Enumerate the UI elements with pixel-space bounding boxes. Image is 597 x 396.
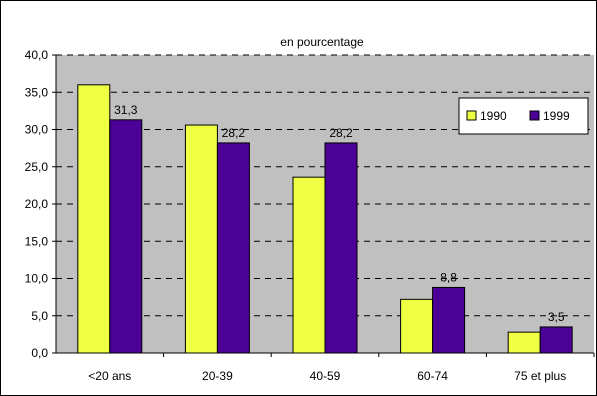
x-tick-label: 20-39 (202, 369, 233, 383)
y-axis-labels: 0,0 5,0 10,0 15,0 20,0 25,0 30,0 35,0 40,0 (25, 48, 56, 360)
x-tick-label: 60-74 (417, 369, 448, 383)
x-tick-label: 40-59 (310, 369, 341, 383)
data-label: 28,2 (329, 126, 353, 140)
y-tick-label: 15,0 (25, 234, 49, 248)
chart-title: en pourcentage (280, 35, 364, 49)
bar-1999 (216, 142, 250, 354)
y-tick-label: 30,0 (25, 123, 49, 137)
y-tick-label: 25,0 (25, 160, 49, 174)
data-label: 3,5 (548, 310, 565, 324)
x-tick-label: 75 et plus (514, 369, 566, 383)
bar-1990 (184, 124, 218, 354)
legend: 1990 1999 (458, 97, 589, 135)
y-tick-label: 5,0 (31, 309, 48, 323)
y-tick-label: 10,0 (25, 272, 49, 286)
legend-label-1999: 1999 (543, 109, 570, 123)
y-tick-label: 35,0 (25, 85, 49, 99)
data-label: 28,2 (222, 126, 246, 140)
bar-1990 (292, 176, 326, 354)
legend-box (458, 97, 589, 135)
bar-1999 (109, 119, 143, 354)
legend-swatch-1999 (529, 110, 540, 121)
legend-label-1990: 1990 (480, 109, 507, 123)
bar-1990 (400, 298, 434, 354)
bar-1999 (432, 286, 466, 354)
y-tick-label: 20,0 (25, 197, 49, 211)
bar-1990 (77, 84, 111, 354)
bar-1999 (539, 326, 573, 354)
bar-1990 (507, 331, 541, 354)
x-axis-labels: <20 ans 20-39 40-59 60-74 75 et plus (88, 353, 595, 383)
data-label: 31,3 (114, 103, 138, 117)
y-tick-label: 0,0 (31, 346, 48, 360)
data-labels: 31,3 28,2 28,2 8,8 3,5 (114, 103, 565, 324)
data-label: 8,8 (440, 270, 457, 284)
bars (77, 84, 573, 354)
y-tick-label: 40,0 (25, 48, 49, 62)
bar-1999 (324, 142, 358, 354)
legend-swatch-1990 (466, 110, 477, 121)
x-tick-label: <20 ans (88, 369, 131, 383)
